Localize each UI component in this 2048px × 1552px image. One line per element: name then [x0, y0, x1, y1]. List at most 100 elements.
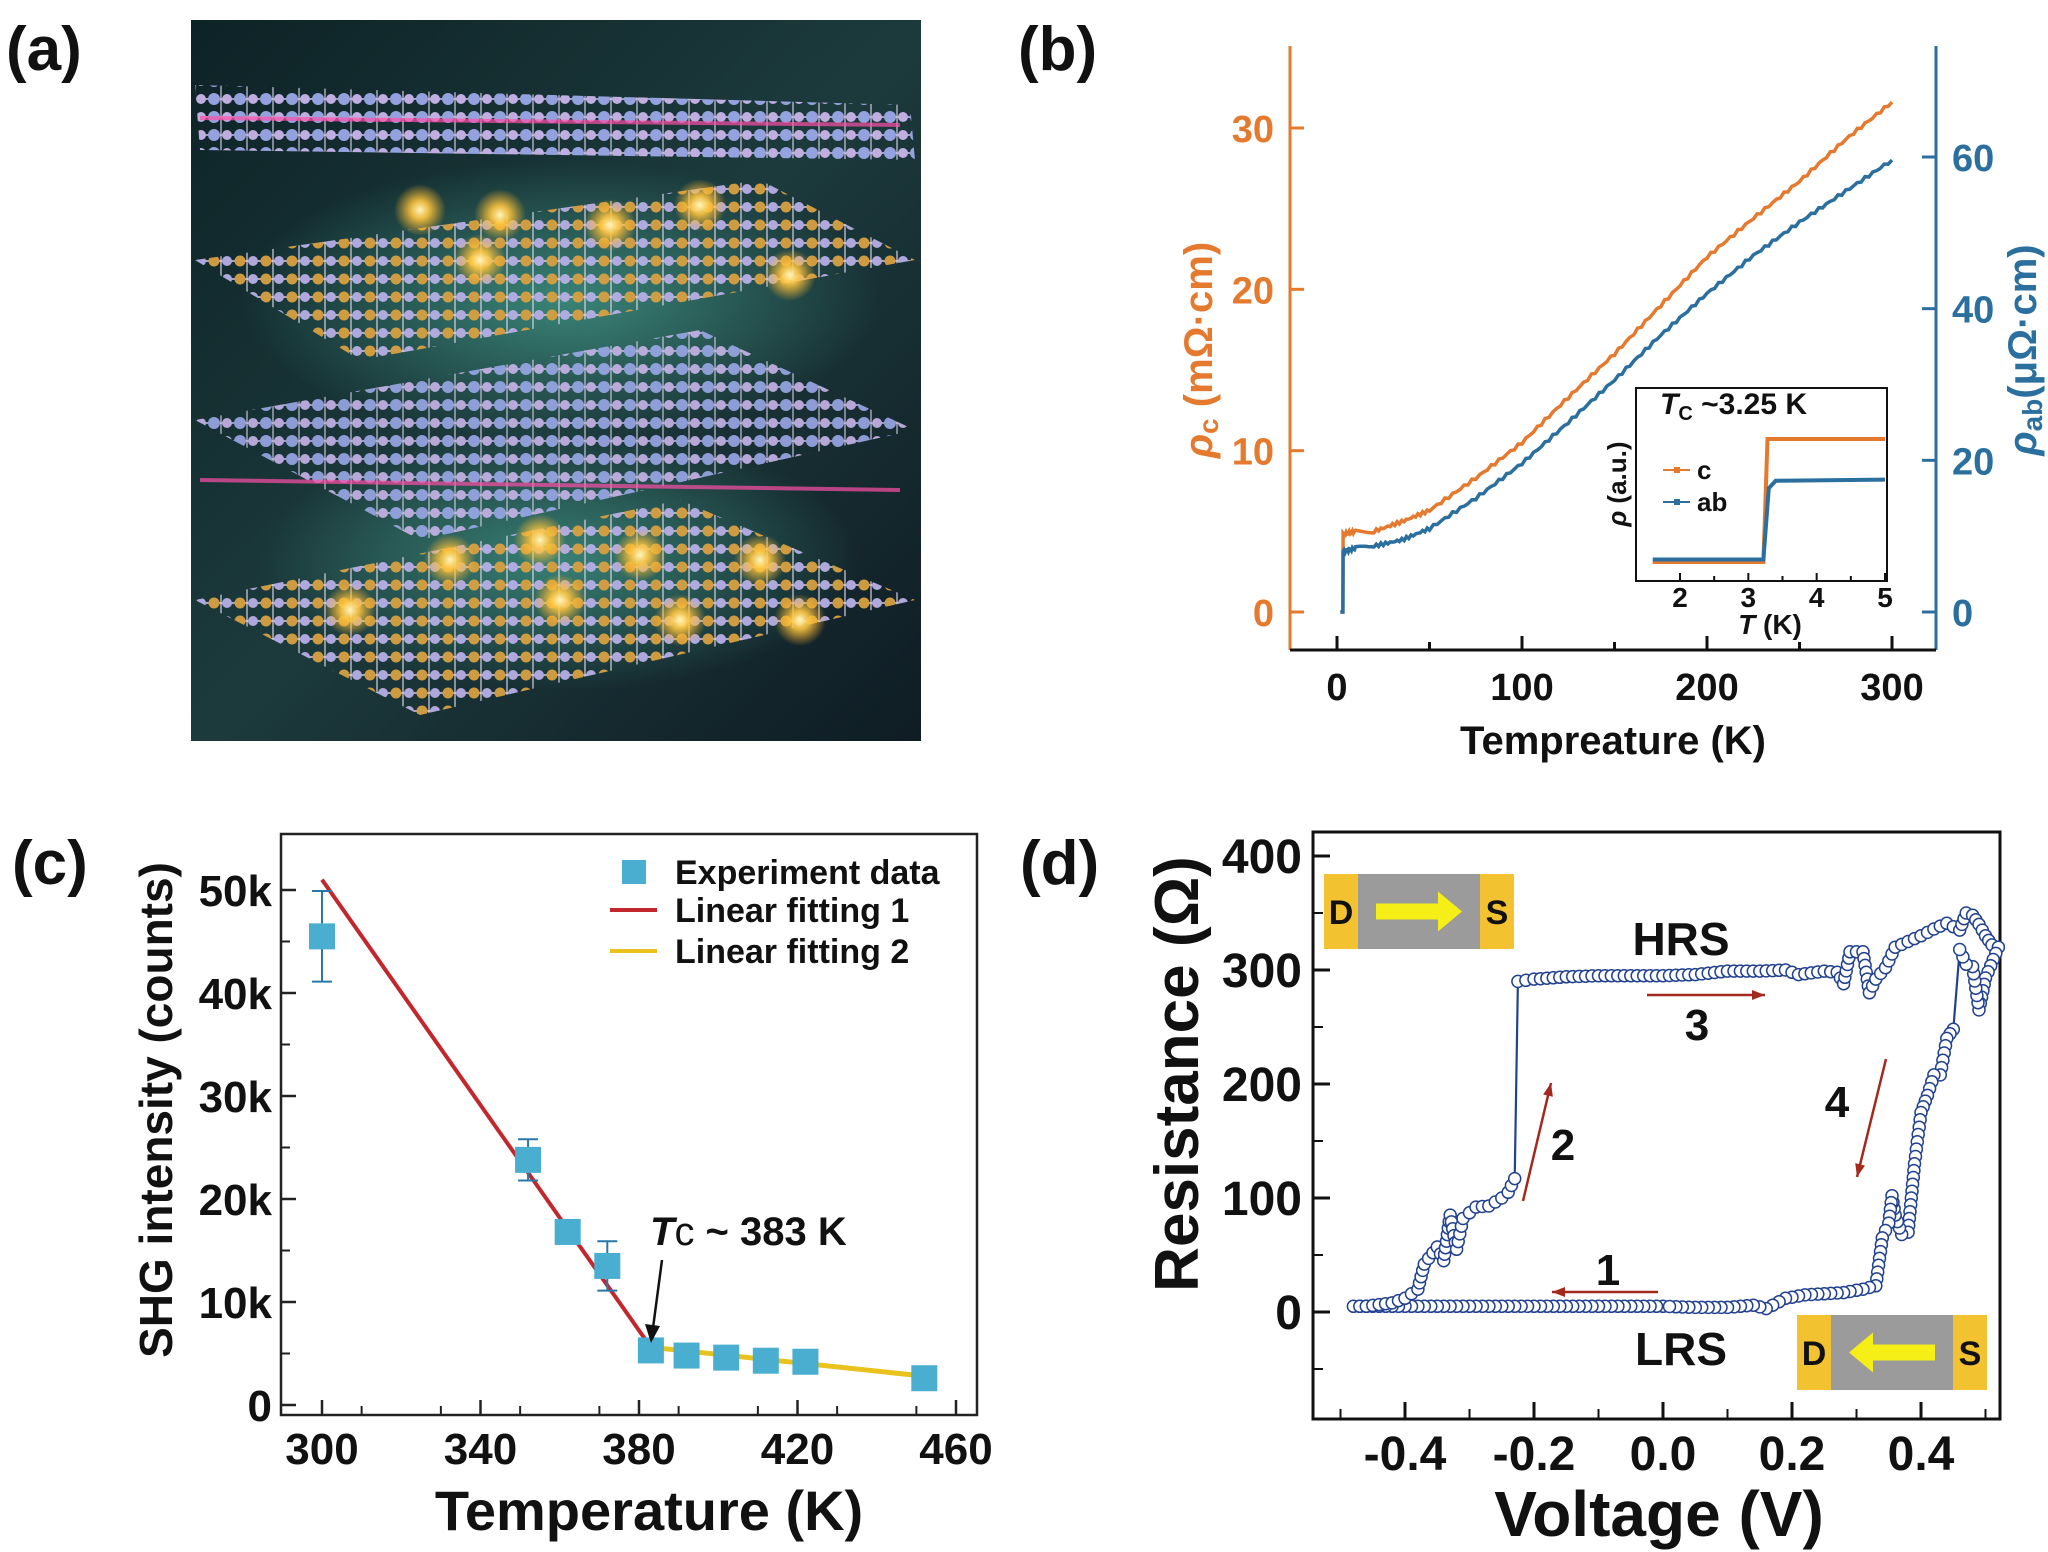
x-tick-label: 100: [1490, 667, 1553, 709]
y-tick-label: 30k: [199, 1073, 273, 1122]
rho-unit: (a.u.): [1602, 441, 1632, 510]
t-symbol: T: [1738, 609, 1758, 640]
label-symbol: ρ: [1177, 434, 1221, 459]
y-tick-label: 100: [1222, 1173, 1302, 1226]
label-unit: (mΩ·cm): [1177, 242, 1221, 419]
data-point: [1662, 1299, 1677, 1314]
arrow-right-icon: [1376, 891, 1462, 932]
drain-label: D: [1802, 1335, 1827, 1373]
x-axis-label: Voltage (V): [1494, 1478, 1824, 1550]
x-tick-label: 340: [444, 1425, 517, 1474]
inset-y-label: ρ (a.u.): [1602, 441, 1632, 527]
y-axis-label: Resistance (Ω): [1143, 856, 1212, 1292]
plot-frame: [279, 832, 979, 1417]
layer-third: [195, 330, 915, 540]
sweep-arrow-2-head-icon: [1543, 1083, 1553, 1097]
tc-value: ~3.25 K: [1693, 388, 1808, 421]
y-tick-label: 50k: [199, 867, 273, 916]
y-left-tick-label: 30: [1232, 109, 1274, 151]
drain-label: D: [1329, 894, 1354, 932]
tc-annotation: Tc ~ 383 K: [650, 1210, 847, 1254]
y-tick-label: 0: [248, 1382, 272, 1431]
lrs-label: LRS: [1635, 1323, 1727, 1375]
data-point: [554, 1218, 581, 1245]
x-axis-label: Tempreature (K): [1460, 719, 1766, 763]
y-tick-label: 40k: [199, 970, 273, 1019]
sweep-arrow-2: [1521, 1082, 1553, 1202]
electron-glow-icon: [424, 534, 476, 586]
inset-title: TC ~3.25 K: [1660, 388, 1807, 425]
x-tick-label: 0: [1326, 667, 1347, 709]
sweep-arrow-4: [1855, 1058, 1888, 1178]
electron-glow-icon: [774, 594, 826, 646]
data-point: [594, 1252, 621, 1279]
electron-glow-icon: [584, 199, 636, 251]
rho-symbol: ρ: [1602, 511, 1632, 528]
panel-c-shg-chart: 300 340 380 420 460 0 10k 20k 30k 40k 50k Temperatu…: [130, 832, 993, 1542]
inset-x-label: T (K): [1738, 609, 1802, 640]
x-tick-label: 300: [1860, 667, 1923, 709]
data-point: [752, 1347, 779, 1374]
annotation-arrowhead-icon: [645, 1324, 660, 1343]
series-line-ab: [1340, 158, 1894, 614]
x-tick-label: 300: [285, 1425, 358, 1474]
y-tick-label: 300: [1222, 945, 1302, 998]
y-tick-label: 20k: [199, 1176, 273, 1225]
series-line-c: [1340, 100, 1894, 614]
inset-series-c: [1652, 437, 1885, 564]
inset-x-tick-label: 2: [1672, 582, 1688, 613]
sweep-arrow-3-head-icon: [1752, 990, 1765, 1000]
label-subscript: c: [1193, 418, 1224, 434]
panel-label-d: (d): [1020, 829, 1100, 898]
electron-glow-icon: [324, 584, 376, 636]
layer-top: [195, 85, 915, 160]
x-tick-label: 0.4: [1888, 1428, 1955, 1481]
legend-label: Linear fitting 1: [675, 892, 909, 930]
data-point: [309, 923, 335, 950]
x-tick-label: 0.2: [1759, 1428, 1826, 1481]
label-symbol: ρ: [2001, 431, 2045, 456]
data-point: [515, 1146, 542, 1173]
y-tick-label: 10k: [199, 1279, 273, 1328]
tc-value: ~ 383 K: [694, 1210, 846, 1254]
data-point: [713, 1344, 740, 1371]
y-right-axis-label: ρab(μΩ·cm): [2001, 244, 2048, 456]
sweep-arrow-1-head-icon: [1552, 1287, 1565, 1297]
arrow-left-icon: [1849, 1332, 1935, 1373]
panel-label-b: (b): [1018, 15, 1098, 84]
x-tick-label: -0.4: [1364, 1428, 1447, 1481]
x-tick-label: 460: [919, 1425, 992, 1474]
panel-label-a: (a): [6, 15, 82, 84]
step-label-2: 2: [1551, 1121, 1575, 1170]
electron-glow-icon: [474, 189, 526, 241]
electron-glows: [324, 179, 826, 646]
inset-legend-marker: [1674, 499, 1680, 505]
y-left-tick-label: 20: [1232, 270, 1274, 312]
t-unit: (K): [1755, 609, 1802, 640]
inset-x-tick-label: 3: [1741, 582, 1757, 613]
electron-glow-icon: [674, 179, 726, 231]
data-point: [1507, 1171, 1522, 1186]
inset-legend-label: ab: [1697, 487, 1727, 517]
hrs-label: HRS: [1632, 913, 1729, 965]
x-tick-label: -0.2: [1493, 1428, 1576, 1481]
inset-legend-label: c: [1697, 455, 1711, 485]
tc-symbol: T: [1660, 388, 1681, 421]
inset-x-tick-label: 5: [1877, 582, 1893, 613]
electron-glow-icon: [654, 594, 706, 646]
y-left-axis-label: ρc (mΩ·cm): [1177, 242, 1224, 459]
y-left-tick-label: 10: [1232, 432, 1274, 474]
panel-label-c: (c): [12, 829, 88, 898]
legend-label: Linear fitting 2: [675, 933, 909, 971]
label-subscript: ab: [2017, 399, 2048, 432]
panel-d-resistance-loop-chart: -0.4 -0.2 0.0 0.2 0.4 0 100 200 300 400 Voltage (V…: [1143, 830, 2006, 1550]
label-unit: (μΩ·cm): [2001, 244, 2045, 398]
y-tick-label: 400: [1222, 831, 1302, 884]
electron-glow-icon: [734, 534, 786, 586]
electron-glow-icon: [514, 514, 566, 566]
data-point: [911, 1365, 938, 1392]
x-tick-label: 200: [1675, 667, 1738, 709]
data-point: [673, 1342, 700, 1369]
